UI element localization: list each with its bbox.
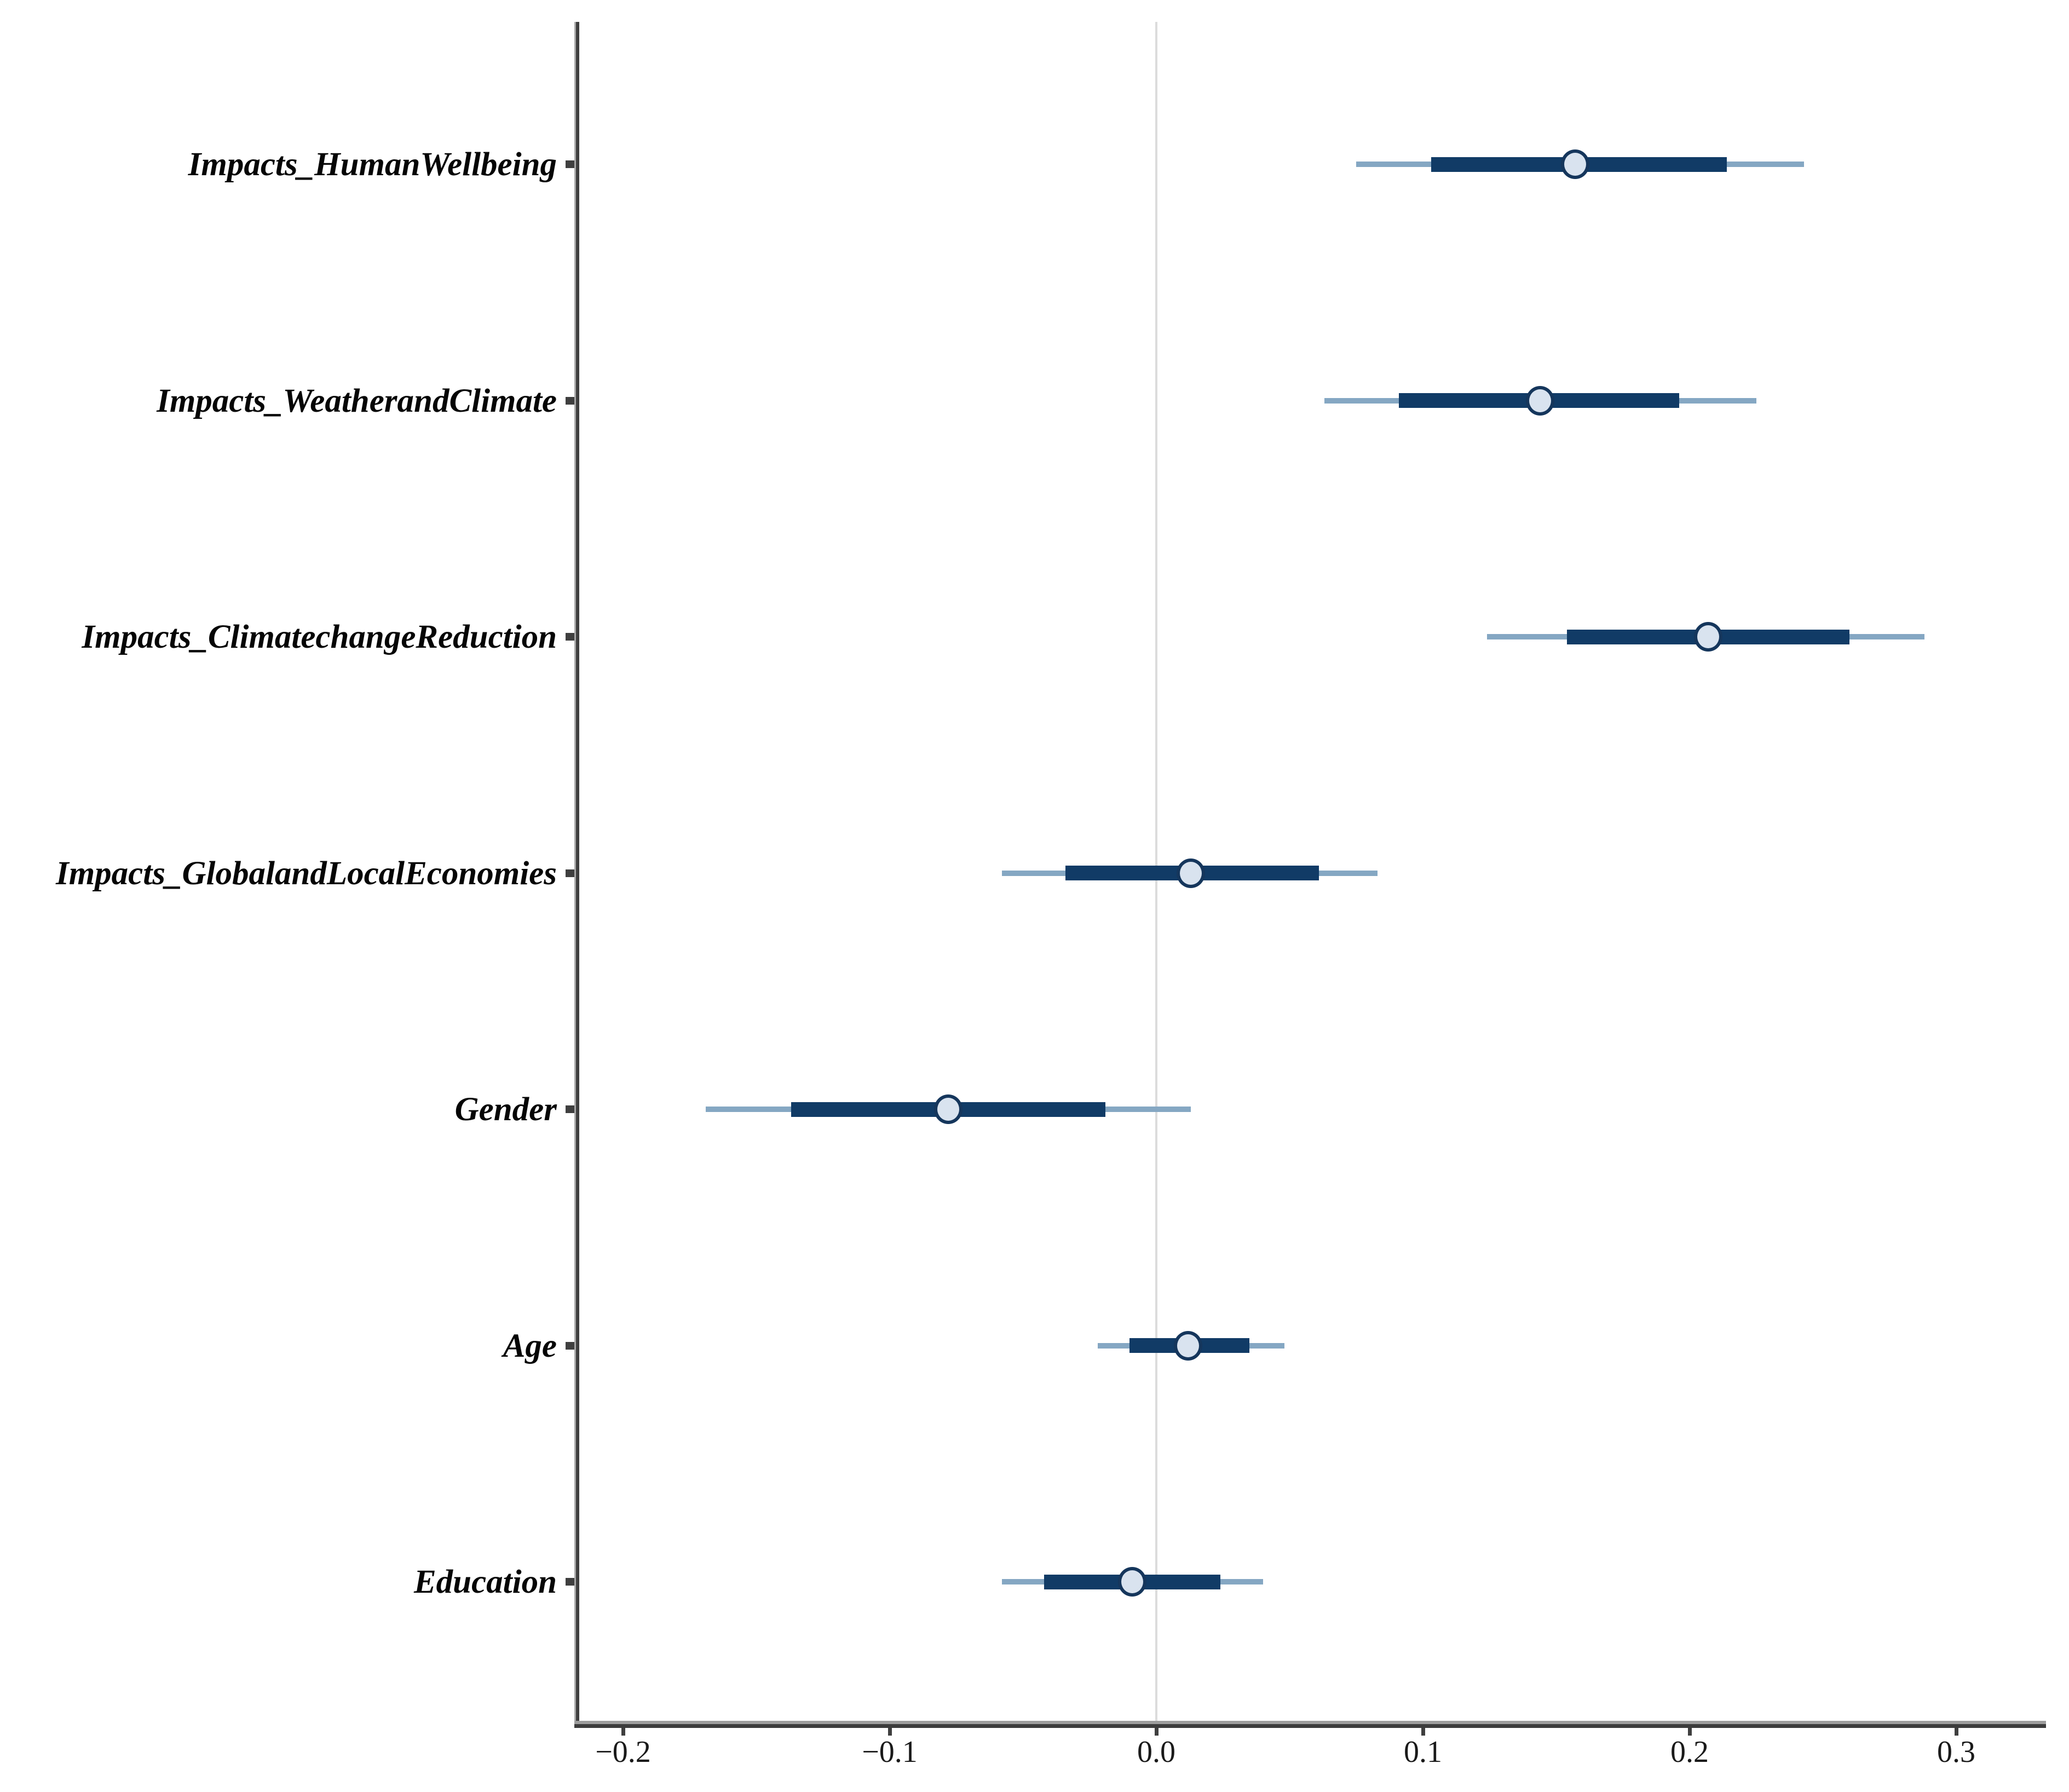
row-label: Impacts_ClimatechangeReduction	[82, 619, 557, 655]
x-tick	[1421, 1728, 1425, 1736]
row-label: Age	[503, 1327, 557, 1364]
row-label: Impacts_HumanWellbeing	[188, 146, 557, 183]
x-tick-label: 0.2	[1670, 1735, 1709, 1769]
y-tick	[566, 1578, 574, 1586]
point-estimate	[1177, 858, 1206, 888]
x-tick-label: −0.1	[862, 1735, 918, 1769]
x-tick-label: −0.2	[595, 1735, 651, 1769]
point-estimate	[934, 1094, 963, 1124]
row-label: Gender	[454, 1091, 557, 1128]
point-estimate	[1560, 149, 1589, 179]
x-tick-label: 0.3	[1937, 1735, 1975, 1769]
point-estimate	[1174, 1330, 1203, 1361]
point-estimate	[1694, 622, 1723, 652]
point-estimate	[1118, 1567, 1147, 1597]
row-label: Impacts_GlobalandLocalEconomies	[56, 855, 557, 892]
x-tick	[1154, 1728, 1159, 1736]
y-tick	[566, 1341, 574, 1350]
x-tick	[887, 1728, 892, 1736]
x-tick-label: 0.1	[1404, 1735, 1442, 1769]
x-tick	[1954, 1728, 1958, 1736]
y-tick	[566, 160, 574, 168]
x-tick	[621, 1728, 625, 1736]
y-tick	[566, 869, 574, 877]
y-tick	[566, 633, 574, 641]
x-tick	[1687, 1728, 1692, 1736]
y-tick	[566, 1105, 574, 1113]
row-label: Education	[413, 1564, 557, 1600]
y-axis-line	[574, 22, 579, 1728]
point-estimate	[1526, 385, 1555, 416]
y-tick	[566, 396, 574, 405]
x-tick-label: 0.0	[1137, 1735, 1175, 1769]
x-axis-line	[574, 1721, 2046, 1728]
row-label: Impacts_WeatherandClimate	[157, 382, 557, 419]
